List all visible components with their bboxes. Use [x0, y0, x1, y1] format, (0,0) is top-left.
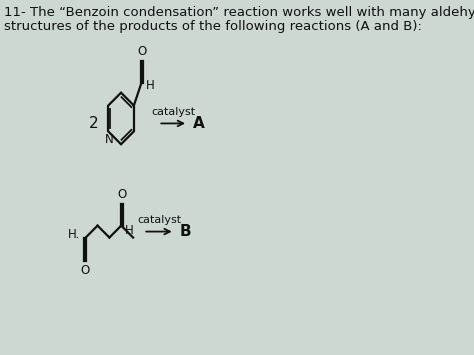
Text: H.: H. [68, 228, 80, 241]
Text: catalyst: catalyst [151, 108, 195, 118]
Text: N: N [104, 133, 113, 146]
Text: O: O [137, 45, 146, 59]
Text: O: O [81, 264, 90, 277]
Text: structures of the products of the following reactions (A and B):: structures of the products of the follow… [4, 20, 422, 33]
Text: 2: 2 [89, 116, 98, 131]
Text: H: H [146, 79, 155, 92]
Text: H: H [125, 224, 134, 237]
Text: A: A [192, 116, 204, 131]
Text: B: B [179, 224, 191, 239]
Text: 11- The “Benzoin condensation” reaction works well with many aldehydes. Draw the: 11- The “Benzoin condensation” reaction … [4, 6, 474, 20]
Text: catalyst: catalyst [137, 215, 181, 225]
Text: O: O [117, 188, 127, 201]
